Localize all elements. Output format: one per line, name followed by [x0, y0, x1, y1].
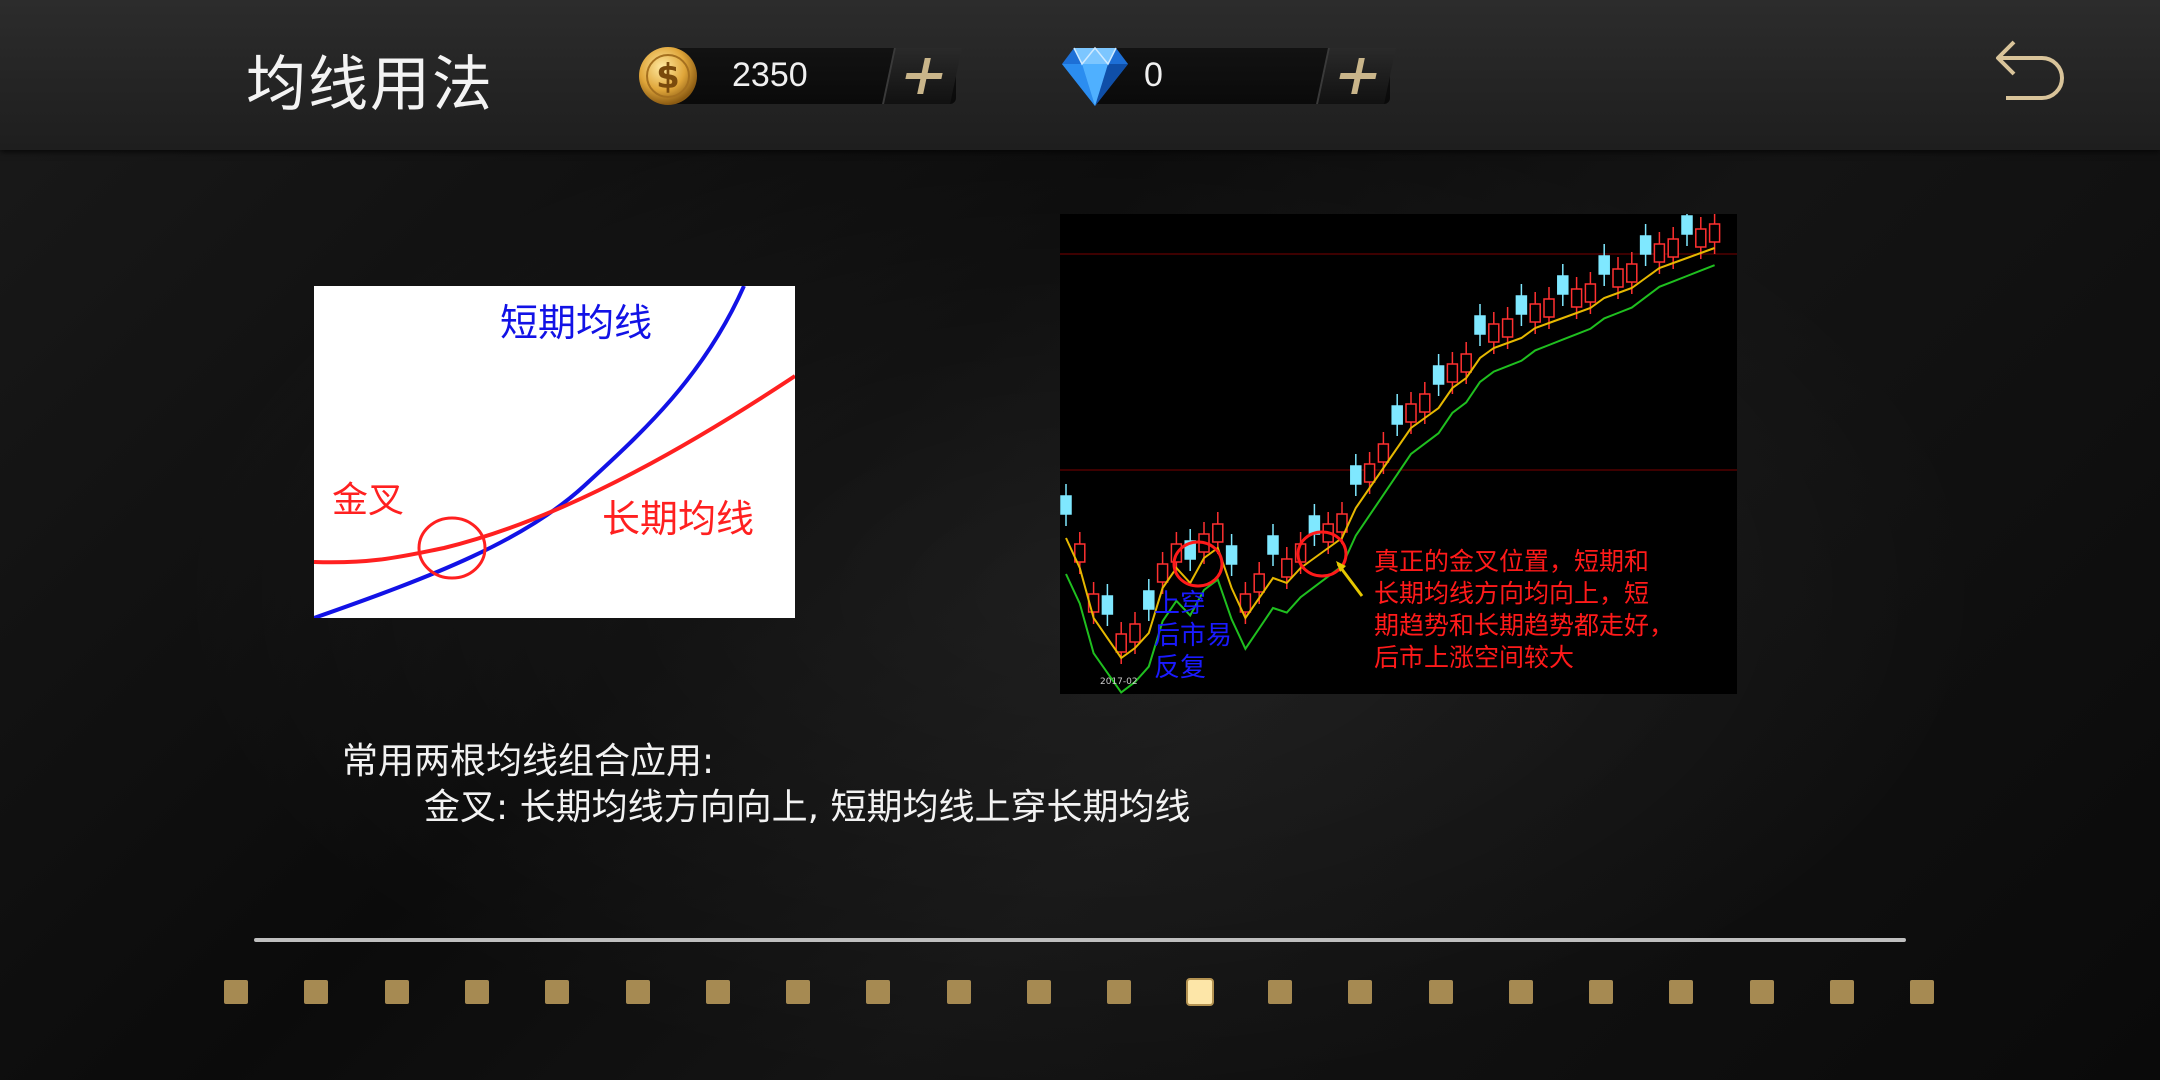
candle-body — [1695, 228, 1707, 248]
candle-body — [1474, 315, 1486, 335]
chart-date-label: 2017-02 — [1100, 677, 1138, 687]
top-bar: 均线用法 2350 $ 0 — [0, 0, 2160, 150]
candle-body — [1405, 403, 1417, 423]
page-dot-21[interactable] — [1830, 980, 1854, 1004]
page-dot-8[interactable] — [786, 980, 811, 1004]
page-dot-11[interactable] — [1027, 980, 1051, 1004]
candle-body — [1543, 298, 1555, 318]
page-dot-7[interactable] — [705, 980, 730, 1004]
page-divider — [254, 938, 1906, 942]
candle-body — [1419, 393, 1431, 413]
candle-body — [1101, 595, 1114, 615]
long-ma-label: 长期均线 — [602, 497, 754, 541]
coin-icon: $ — [639, 47, 697, 105]
candle-body — [1667, 238, 1679, 258]
page-dot-18[interactable] — [1589, 980, 1614, 1004]
page-dot-20[interactable] — [1749, 980, 1774, 1004]
candle-body — [1212, 523, 1224, 543]
candle-body — [1639, 235, 1652, 255]
page-dot-14[interactable] — [1267, 980, 1292, 1004]
blue-note-1: 上穿 — [1154, 589, 1206, 619]
page-dot-12[interactable] — [1107, 980, 1132, 1004]
golden-cross-label: 金叉 — [332, 480, 404, 521]
candle-body — [1336, 513, 1348, 533]
candle-body — [1681, 215, 1693, 235]
candle-body — [1391, 405, 1403, 425]
add-coins-button[interactable] — [882, 48, 962, 104]
candle-body — [1225, 545, 1238, 565]
candle-body — [1377, 443, 1390, 463]
page-dot-3[interactable] — [384, 980, 409, 1004]
candle-body — [1584, 283, 1597, 303]
blue-note-2: 后市易 — [1154, 621, 1232, 651]
red-note-2: 长期均线方向均向上，短 — [1374, 579, 1649, 608]
candle-body — [1074, 543, 1086, 563]
red-note-1: 真正的金叉位置，短期和 — [1374, 547, 1649, 576]
candle-body — [1515, 295, 1528, 315]
blue-note-3: 反复 — [1154, 653, 1206, 683]
page-dot-17[interactable] — [1508, 980, 1533, 1004]
candle-body — [1432, 365, 1445, 385]
candle-body — [1653, 243, 1666, 263]
candle-body — [1184, 540, 1196, 560]
candle-body — [1156, 563, 1169, 583]
candle-body — [1129, 623, 1141, 643]
candle-body — [1363, 463, 1376, 483]
page-dot-2[interactable] — [304, 980, 329, 1004]
candle-body — [1115, 633, 1127, 653]
candle-body — [1281, 558, 1293, 578]
short-ma-label: 短期均线 — [500, 301, 652, 345]
page-dot-22[interactable] — [1910, 980, 1935, 1004]
candle-body — [1557, 275, 1569, 295]
gem-counter: 0 — [1090, 48, 1396, 104]
page-dot-10[interactable] — [946, 980, 971, 1004]
coin-counter: 2350 — [660, 48, 962, 104]
candlestick-chart-image: 2017-02 上穿 后市易 反复 真正的金叉位置，短期和 长期均线方向均向上，… — [1060, 204, 1737, 694]
candle-body — [1529, 303, 1541, 323]
page-dot-6[interactable] — [625, 980, 650, 1004]
back-arrow-icon[interactable] — [1992, 34, 2068, 100]
page-dot-19[interactable] — [1669, 980, 1694, 1004]
description-line-1: 常用两根均线组合应用: — [342, 741, 715, 782]
candle-body — [1253, 573, 1265, 593]
page-dot-16[interactable] — [1428, 980, 1453, 1004]
candle-body — [1446, 363, 1459, 383]
diamond-icon — [1062, 46, 1128, 106]
candle-body — [1626, 263, 1638, 283]
candle-body — [1488, 323, 1500, 343]
golden-cross-diagram: 短期均线 长期均线 金叉 — [313, 285, 797, 620]
page-dot-15[interactable] — [1348, 980, 1373, 1004]
candle-body — [1612, 268, 1624, 288]
candle-body — [1570, 288, 1583, 308]
page-dot-5[interactable] — [545, 980, 570, 1004]
page-dot-13[interactable] — [1185, 978, 1214, 1006]
candlestick-svg: 2017-02 上穿 后市易 反复 真正的金叉位置，短期和 长期均线方向均向上，… — [1060, 204, 1737, 694]
candle-body — [1239, 593, 1252, 613]
candle-body — [1460, 353, 1472, 373]
golden-cross-svg: 短期均线 长期均线 金叉 — [313, 285, 797, 620]
page-dot-4[interactable] — [464, 980, 489, 1004]
candle-body — [1267, 535, 1279, 555]
coin-value: 2350 — [732, 56, 808, 94]
candle-body — [1060, 495, 1072, 515]
page-dot-9[interactable] — [866, 980, 891, 1004]
red-note-3: 期趋势和长期趋势都走好， — [1374, 611, 1674, 640]
candle-body — [1501, 318, 1514, 338]
description-line-2: 金叉: 长期均线方向向上, 短期均线上穿长期均线 — [424, 787, 1191, 828]
page-title: 均线用法 — [246, 50, 494, 120]
svg-text:$: $ — [656, 57, 680, 97]
candle-body — [1143, 590, 1155, 610]
candle-body — [1350, 465, 1362, 485]
candle-body — [1598, 255, 1610, 275]
gem-value: 0 — [1144, 56, 1163, 94]
add-gems-button[interactable] — [1316, 48, 1396, 104]
page-dot-1[interactable] — [224, 980, 248, 1004]
red-note-4: 后市上涨空间较大 — [1374, 643, 1574, 672]
candle-body — [1708, 223, 1721, 243]
page-indicator — [224, 978, 1944, 1010]
